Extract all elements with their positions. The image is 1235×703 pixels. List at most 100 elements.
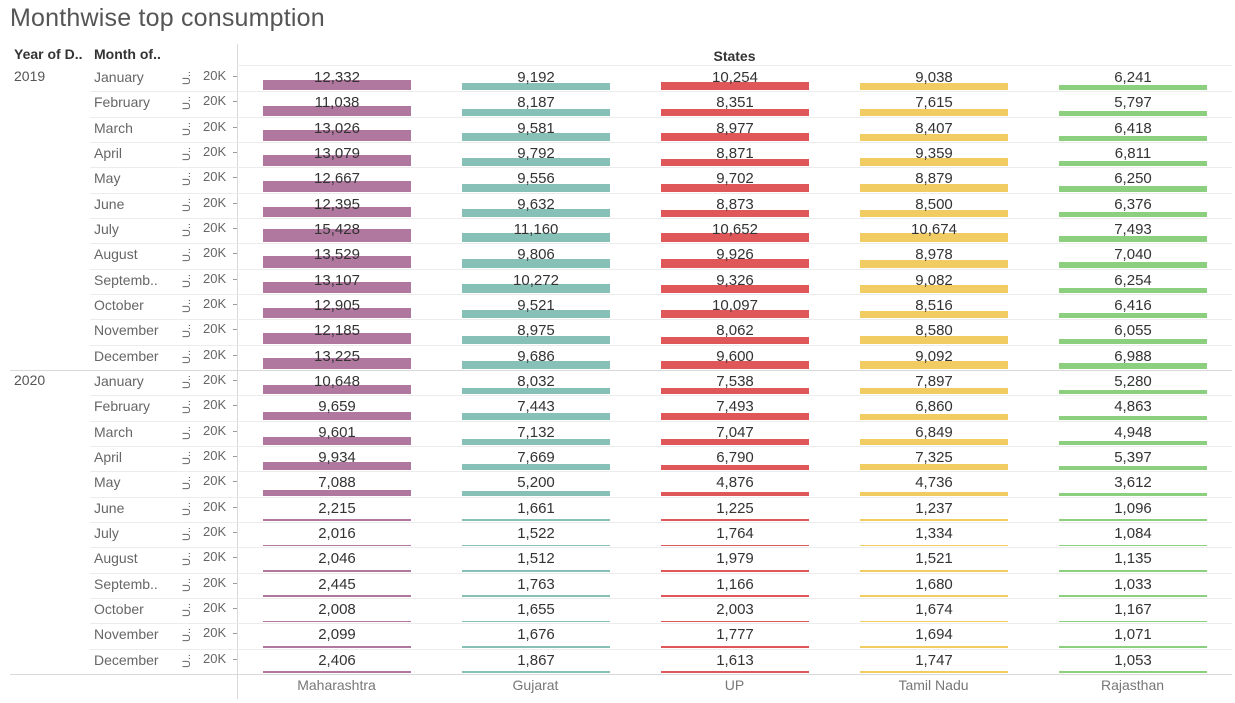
bar-up[interactable] — [661, 491, 809, 496]
bar-tamil-nadu[interactable] — [860, 209, 1008, 217]
bar-up[interactable] — [661, 133, 809, 141]
bar-up[interactable] — [661, 519, 809, 521]
bar-gujarat[interactable] — [462, 232, 610, 243]
bar-rajasthan[interactable] — [1059, 465, 1207, 471]
bar-up[interactable] — [661, 413, 809, 420]
bar-gujarat[interactable] — [462, 463, 610, 471]
bar-rajasthan[interactable] — [1059, 135, 1207, 141]
bar-gujarat[interactable] — [462, 570, 610, 572]
bar-maharashtra[interactable] — [263, 130, 411, 141]
bar-tamil-nadu[interactable] — [860, 311, 1008, 319]
bar-rajasthan[interactable] — [1059, 570, 1207, 572]
bar-maharashtra[interactable] — [263, 594, 411, 597]
bar-tamil-nadu[interactable] — [860, 361, 1008, 369]
bar-rajasthan[interactable] — [1059, 440, 1207, 445]
month-label[interactable]: December — [94, 651, 159, 668]
bar-gujarat[interactable] — [462, 336, 610, 344]
bar-tamil-nadu[interactable] — [860, 336, 1008, 344]
bar-tamil-nadu[interactable] — [860, 413, 1008, 420]
bar-maharashtra[interactable] — [263, 80, 411, 91]
bar-gujarat[interactable] — [462, 310, 610, 319]
month-label[interactable]: August — [94, 246, 138, 263]
bar-up[interactable] — [661, 360, 809, 369]
bar-gujarat[interactable] — [462, 620, 610, 623]
bar-rajasthan[interactable] — [1059, 85, 1207, 91]
month-label[interactable]: December — [94, 347, 159, 364]
bar-maharashtra[interactable] — [263, 519, 411, 521]
bar-tamil-nadu[interactable] — [860, 233, 1008, 243]
bar-gujarat[interactable] — [462, 519, 610, 521]
bar-rajasthan[interactable] — [1059, 389, 1207, 395]
bar-tamil-nadu[interactable] — [860, 285, 1008, 293]
bar-maharashtra[interactable] — [263, 544, 411, 547]
month-label[interactable]: March — [94, 119, 133, 136]
bar-rajasthan[interactable] — [1059, 620, 1207, 623]
bar-gujarat[interactable] — [462, 259, 610, 268]
bar-tamil-nadu[interactable] — [860, 570, 1008, 572]
month-label[interactable]: June — [94, 195, 125, 212]
bar-up[interactable] — [661, 259, 809, 268]
bar-maharashtra[interactable] — [263, 385, 411, 395]
bar-up[interactable] — [661, 209, 809, 217]
month-label[interactable]: July — [94, 524, 119, 541]
bar-tamil-nadu[interactable] — [860, 464, 1008, 471]
bar-tamil-nadu[interactable] — [860, 519, 1008, 521]
month-label[interactable]: November — [94, 626, 159, 643]
bar-rajasthan[interactable] — [1059, 363, 1207, 369]
bar-rajasthan[interactable] — [1059, 519, 1207, 521]
bar-maharashtra[interactable] — [263, 282, 411, 293]
bar-maharashtra[interactable] — [263, 436, 411, 445]
bar-gujarat[interactable] — [462, 158, 610, 167]
bar-maharashtra[interactable] — [263, 569, 411, 572]
bar-tamil-nadu[interactable] — [860, 158, 1008, 167]
month-label[interactable]: January — [94, 372, 144, 389]
bar-maharashtra[interactable] — [263, 229, 411, 243]
bar-gujarat[interactable] — [462, 491, 610, 496]
bar-tamil-nadu[interactable] — [860, 439, 1008, 445]
bar-rajasthan[interactable] — [1059, 160, 1207, 167]
month-label[interactable]: July — [94, 220, 119, 237]
bar-maharashtra[interactable] — [263, 155, 411, 167]
bar-tamil-nadu[interactable] — [860, 109, 1008, 116]
bar-rajasthan[interactable] — [1059, 671, 1207, 673]
bar-gujarat[interactable] — [462, 108, 610, 116]
bar-gujarat[interactable] — [462, 360, 610, 369]
bar-maharashtra[interactable] — [263, 307, 411, 319]
bar-up[interactable] — [661, 646, 809, 648]
bar-maharashtra[interactable] — [263, 106, 411, 116]
month-label[interactable]: October — [94, 296, 144, 313]
bar-up[interactable] — [661, 387, 809, 395]
bar-rajasthan[interactable] — [1059, 287, 1207, 293]
month-label[interactable]: June — [94, 499, 125, 516]
bar-tamil-nadu[interactable] — [860, 544, 1008, 547]
bar-maharashtra[interactable] — [263, 670, 411, 673]
bar-tamil-nadu[interactable] — [860, 387, 1008, 395]
bar-tamil-nadu[interactable] — [860, 595, 1008, 597]
bar-gujarat[interactable] — [462, 284, 610, 293]
bar-up[interactable] — [661, 285, 809, 293]
bar-gujarat[interactable] — [462, 183, 610, 192]
bar-gujarat[interactable] — [462, 387, 610, 395]
bar-rajasthan[interactable] — [1059, 312, 1207, 319]
bar-maharashtra[interactable] — [263, 645, 411, 648]
bar-up[interactable] — [661, 544, 809, 547]
month-label[interactable]: November — [94, 322, 159, 339]
bar-tamil-nadu[interactable] — [860, 671, 1008, 673]
bar-up[interactable] — [661, 595, 809, 597]
month-label[interactable]: January — [94, 69, 144, 85]
bar-up[interactable] — [661, 569, 809, 572]
bar-gujarat[interactable] — [462, 544, 610, 547]
bar-tamil-nadu[interactable] — [860, 82, 1008, 91]
bar-rajasthan[interactable] — [1059, 211, 1207, 217]
bar-gujarat[interactable] — [462, 671, 610, 673]
bar-up[interactable] — [661, 183, 809, 192]
bar-rajasthan[interactable] — [1059, 595, 1207, 597]
bar-rajasthan[interactable] — [1059, 338, 1207, 344]
bar-tamil-nadu[interactable] — [860, 646, 1008, 648]
bar-tamil-nadu[interactable] — [860, 133, 1008, 141]
bar-up[interactable] — [661, 464, 809, 471]
bar-gujarat[interactable] — [462, 595, 610, 597]
bar-rajasthan[interactable] — [1059, 646, 1207, 648]
bar-maharashtra[interactable] — [263, 357, 411, 369]
bar-up[interactable] — [661, 620, 809, 623]
